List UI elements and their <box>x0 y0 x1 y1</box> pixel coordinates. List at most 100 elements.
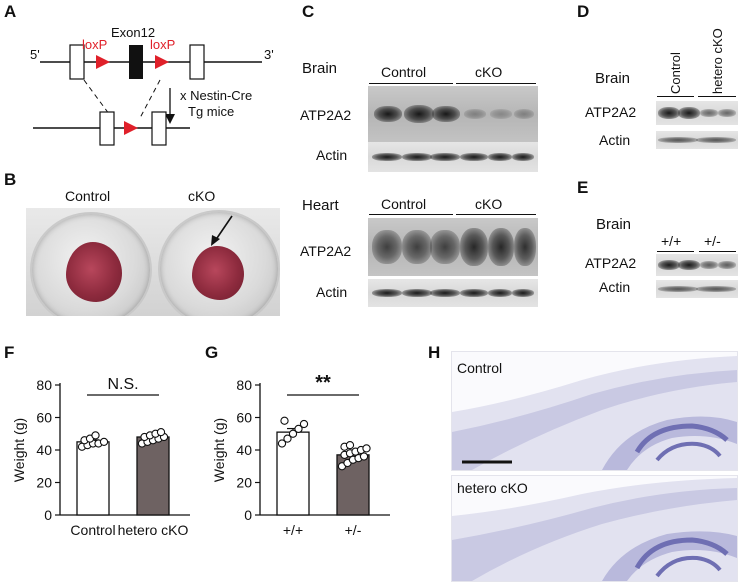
x-tick-label: hetero cKO <box>118 522 189 538</box>
blot-c-tissue-brain: Brain <box>302 60 338 77</box>
blot-d-actin <box>656 131 738 149</box>
loxp-triangle-left <box>96 55 110 69</box>
x-tick-label: +/- <box>345 522 362 538</box>
significance-label: N.S. <box>107 376 138 393</box>
loxp-label-left: loxP <box>82 37 108 52</box>
exon-box-left <box>69 44 85 80</box>
blot-c-heart-control-label: Control <box>381 196 427 212</box>
band <box>372 289 402 297</box>
photo-label-cko: cKO <box>188 188 216 204</box>
significance-label: ** <box>315 372 331 394</box>
data-point <box>280 416 289 425</box>
y-tick-label: 40 <box>36 442 52 458</box>
cross-label-line1: x Nestin-Cre <box>180 88 253 103</box>
bar <box>76 441 110 516</box>
band <box>430 289 460 297</box>
band <box>512 289 534 297</box>
weight-chart-f: 0 20 40 60 80 Weight (g) Control hetero cKO N.S. <box>11 376 190 538</box>
band <box>514 109 534 119</box>
blot-e-wt-label: +/+ <box>661 233 682 249</box>
data-point <box>362 444 371 453</box>
data-point <box>345 440 355 450</box>
histology-label-hetero-cko: hetero cKO <box>457 480 528 496</box>
data-point <box>288 429 298 438</box>
y-tick-label: 80 <box>36 377 52 393</box>
data-point <box>294 424 303 434</box>
band <box>464 109 486 119</box>
band <box>372 153 402 161</box>
panel-letter-a: A <box>4 2 17 21</box>
blot-d-hetero-line <box>698 96 736 97</box>
band <box>460 289 488 297</box>
band <box>402 230 432 264</box>
y-axis-label: Weight (g) <box>211 418 227 482</box>
y-tick-label: 20 <box>36 475 52 491</box>
x-tick-label: +/+ <box>283 522 303 538</box>
band <box>432 106 460 122</box>
blot-e-atp2a2-label: ATP2A2 <box>585 255 637 271</box>
y-tick-label: 0 <box>44 507 52 523</box>
band <box>460 228 488 266</box>
panel-letter-d: D <box>577 2 590 21</box>
loxp-label-right: loxP <box>150 37 176 52</box>
blot-c-heart-atp2a2-label: ATP2A2 <box>300 243 352 259</box>
blot-e-tissue-brain: Brain <box>596 216 632 233</box>
band <box>658 260 680 270</box>
blot-c-brain-control-line <box>369 83 453 84</box>
loxp-triangle-right <box>155 55 169 69</box>
exon-box-right <box>189 44 205 80</box>
gene-targeting-diagram <box>33 44 262 146</box>
band <box>514 228 536 266</box>
data-point <box>91 431 100 440</box>
exon12-box <box>129 45 143 79</box>
panel-letter-h: H <box>428 343 441 362</box>
photo-arrow-overlay <box>211 215 233 246</box>
blot-e-het-label: +/- <box>704 233 721 249</box>
band <box>402 153 432 161</box>
band <box>372 230 402 264</box>
y-tick-label: 40 <box>236 442 252 458</box>
band <box>718 261 736 269</box>
bar <box>136 436 170 516</box>
recombination-dash-right <box>139 79 161 119</box>
band <box>700 261 718 269</box>
blot-d-control-label: Control <box>668 52 683 94</box>
blot-e-atp2a2 <box>656 254 738 276</box>
band <box>488 153 512 161</box>
y-tick-label: 0 <box>244 507 252 523</box>
brain-photo <box>26 208 280 316</box>
histology-control <box>451 351 738 471</box>
panel-letter-b: B <box>4 170 17 189</box>
band <box>512 153 534 161</box>
band <box>696 286 736 292</box>
blot-d-actin-label: Actin <box>599 132 631 148</box>
weight-chart-g: 0 20 40 60 80 Weight (g) +/+ +/- ** <box>211 372 390 538</box>
band <box>718 109 736 117</box>
blot-c-tissue-heart: Heart <box>302 197 339 214</box>
blot-e-actin <box>656 280 738 298</box>
blot-e-actin-label: Actin <box>599 279 631 295</box>
panel-letter-e: E <box>577 178 589 197</box>
panel-letter-g: G <box>205 343 219 362</box>
x-tick-label: Control <box>70 522 115 538</box>
band <box>430 230 460 264</box>
y-tick-label: 20 <box>236 475 252 491</box>
y-tick-label: 60 <box>36 410 52 426</box>
five-prime-label: 5' <box>30 47 40 62</box>
band <box>460 153 488 161</box>
blot-d-tissue-brain: Brain <box>595 70 631 87</box>
y-tick-label: 80 <box>236 377 252 393</box>
blot-c-heart-actin-label: Actin <box>316 284 348 300</box>
y-tick-label: 60 <box>236 410 252 426</box>
y-axis-label: Weight (g) <box>11 418 27 482</box>
band <box>678 107 700 119</box>
band <box>374 106 402 122</box>
blot-e-het-line <box>699 251 736 252</box>
band <box>658 137 698 143</box>
band <box>700 109 718 117</box>
band <box>488 228 514 266</box>
band <box>430 153 460 161</box>
blot-d-control-line <box>657 96 694 97</box>
panel-letter-c: C <box>302 2 315 21</box>
exon-box-recombined-left <box>99 111 115 146</box>
